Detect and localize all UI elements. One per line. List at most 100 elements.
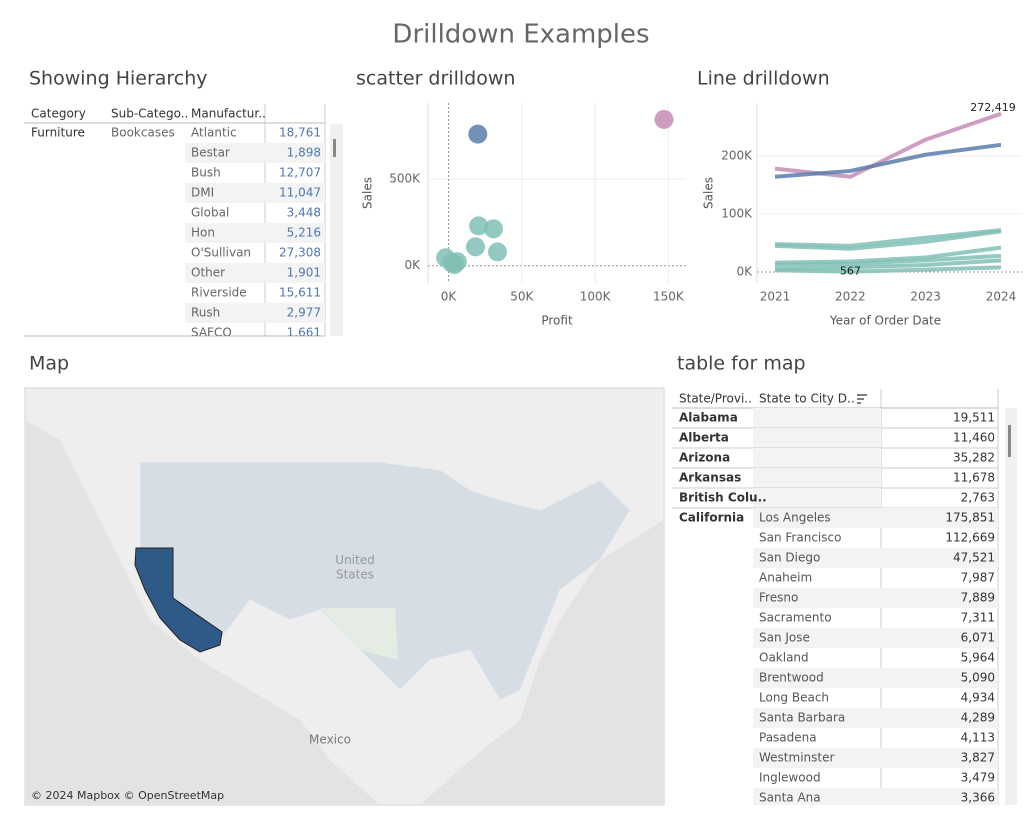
city-cell: Inglewood [759,771,821,785]
city-cell: Sacramento [759,611,832,625]
row-band [753,708,998,728]
scroll-thumb[interactable] [1008,425,1011,457]
us-states [139,461,631,701]
value-cell: 5,090 [961,671,995,685]
value-cell: 112,669 [945,531,995,545]
map-frame [24,387,665,806]
scatter-point [465,237,485,257]
value-cell: 175,851 [945,511,995,525]
city-cell: Oakland [759,651,809,665]
scroll-thumb[interactable] [333,139,336,157]
x-tick-label: 100K [580,290,612,304]
row-band [185,303,325,323]
value-cell: 4,289 [961,711,995,725]
city-cell: San Francisco [759,531,841,545]
row-band [753,448,881,468]
value-cell: 11,460 [953,431,995,445]
value-cell: 35,282 [953,451,995,465]
value-cell: 3,448 [287,206,321,220]
city-cell: Santa Barbara [759,711,845,725]
series-line [774,229,1002,251]
sort-icon[interactable] [857,394,867,404]
series-line [774,142,1002,179]
value-cell: 7,311 [961,611,995,625]
manufacturer-cell: Global [191,206,229,220]
table-body: Alabama 19,511 Alberta 11,460 Arizona 35,282 A… [672,408,998,805]
value-cell: 5,964 [961,651,995,665]
map-table: State/Provi.. State to City D.. Alabama 19,… [672,389,1017,805]
manufacturer-cell: Bestar [191,146,230,160]
value-cell: 3,479 [961,771,995,785]
row-band [753,668,998,688]
row-band [753,428,881,448]
value-cell: 6,071 [961,631,995,645]
section-title: table for map [677,353,806,375]
row-band [185,223,325,243]
california[interactable] [134,547,223,653]
row-band [185,263,325,283]
x-tick-label: 2021 [760,290,791,304]
y-tick-label: 200K [721,148,753,162]
y-axis-title: Sales [361,177,375,209]
value-cell: 19,511 [953,411,995,425]
manufacturer-cell: SAFCO [191,326,232,340]
series-line [774,228,1002,248]
city-cell: San Jose [759,631,810,645]
row-band [753,588,998,608]
value-cell: 11,678 [953,471,995,485]
line-chart: 0K 100K 200K 2021 2022 2023 2024 Year of Order … [702,101,1022,328]
x-axis-title: Profit [541,314,573,328]
row-band [185,143,325,163]
y-axis-title: Sales [702,177,716,209]
value-cell: 15,611 [279,286,321,300]
value-cell: 7,889 [961,591,995,605]
scatter-point [469,216,489,236]
row-band [753,748,998,768]
value-cell: 2,977 [287,306,321,320]
value-cell: 5,216 [287,226,321,240]
map-attribution: © 2024 Mapbox © OpenStreetMap [31,789,224,802]
row-band [753,788,998,805]
city-cell: Westminster [759,751,834,765]
city-cell: San Diego [759,551,820,565]
city-cell: Los Angeles [759,511,831,525]
row-band [753,408,881,428]
series-line [774,258,1002,272]
row-band [753,468,881,488]
manufacturer-cell: O'Sullivan [191,246,251,260]
column-header: Manufactur.. [191,107,266,121]
manufacturer-cell: Bush [191,166,221,180]
manufacturer-cell: Rush [191,306,220,320]
city-cell: Anaheim [759,571,812,585]
manufacturer-cell: Riverside [191,286,247,300]
value-cell: 4,934 [961,691,995,705]
row-band [753,628,998,648]
x-tick-label: 2022 [835,290,866,304]
row-band [753,548,998,568]
column-header: State to City D.. [759,392,855,406]
subcategory-cell: Bookcases [111,126,175,140]
scatter-point [654,109,674,129]
series-line [774,265,1002,274]
value-cell: 18,761 [279,126,321,140]
x-tick-label: 2024 [986,290,1017,304]
manufacturer-cell: Hon [191,226,215,240]
section-title: scatter drilldown [356,68,515,90]
state-cell: Arizona [679,451,730,465]
x-axis-title: Year of Order Date [829,314,941,328]
series-line [774,253,1002,267]
table-body: Furniture Bookcases Atlantic 18,761 Bestar 1,… [31,126,325,340]
column-header: State/Provi.. [679,392,752,406]
x-tick-label: 0K [441,290,458,304]
value-cell: 12,707 [279,166,321,180]
scrollbar [1005,408,1017,805]
value-cell: 11,047 [279,186,321,200]
scatter-point [484,219,504,239]
series-line [774,245,1002,265]
texas [320,608,398,660]
x-tick-label: 2023 [910,290,941,304]
city-cell: Santa Ana [759,791,821,805]
city-cell: Pasadena [759,731,817,745]
state-cell: Alabama [679,411,738,425]
